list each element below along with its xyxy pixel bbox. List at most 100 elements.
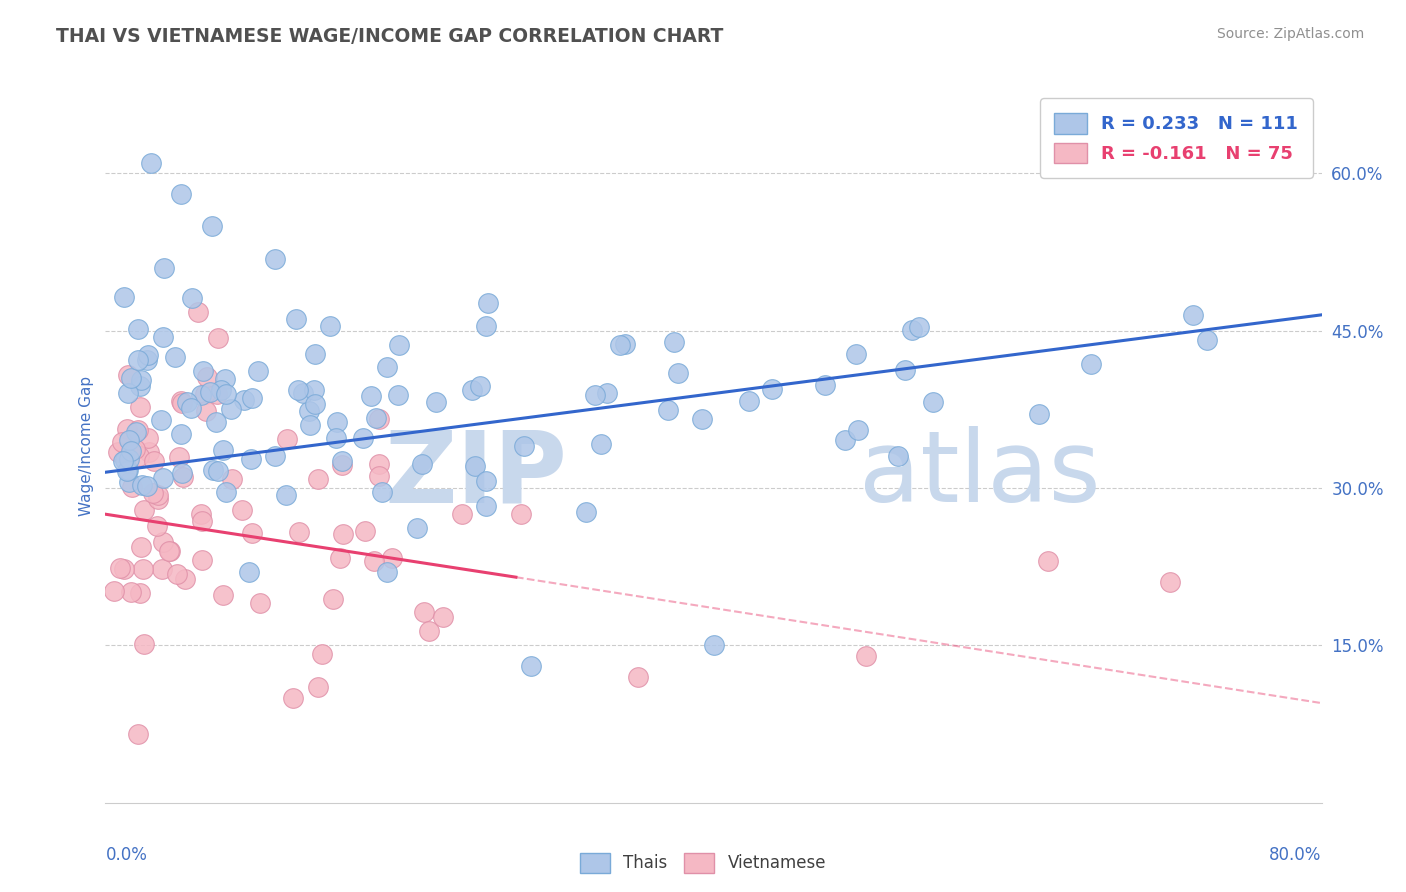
Point [319, 318, 342, 333]
Y-axis label: Wage/Income Gap: Wage/Income Gap [79, 376, 94, 516]
Point [1080, 357, 1102, 371]
Point [761, 382, 783, 396]
Point [163, 350, 186, 364]
Point [330, 458, 353, 473]
Point [614, 337, 637, 351]
Point [215, 387, 238, 401]
Point [136, 479, 159, 493]
Point [115, 422, 138, 436]
Point [298, 404, 321, 418]
Point [142, 486, 165, 500]
Point [194, 387, 217, 401]
Point [738, 394, 761, 409]
Point [329, 551, 352, 566]
Point [103, 584, 125, 599]
Point [118, 452, 141, 467]
Point [132, 503, 155, 517]
Point [371, 485, 394, 500]
Point [221, 401, 243, 416]
Point [368, 411, 391, 425]
Point [120, 443, 142, 458]
Point [138, 444, 160, 458]
Point [814, 377, 837, 392]
Point [368, 468, 391, 483]
Point [510, 507, 533, 521]
Point [201, 463, 224, 477]
Point [136, 431, 159, 445]
Point [425, 394, 447, 409]
Point [132, 637, 155, 651]
Point [470, 378, 492, 392]
Text: Source: ZipAtlas.com: Source: ZipAtlas.com [1216, 27, 1364, 41]
Point [666, 366, 689, 380]
Point [381, 551, 404, 566]
Point [596, 386, 619, 401]
Point [108, 561, 131, 575]
Point [477, 295, 499, 310]
Point [690, 411, 713, 425]
Point [209, 383, 232, 397]
Point [107, 445, 129, 459]
Point [292, 385, 315, 400]
Point [191, 514, 214, 528]
Point [167, 450, 190, 464]
Point [127, 423, 149, 437]
Point [411, 457, 433, 471]
Point [170, 187, 193, 202]
Point [287, 383, 309, 397]
Point [125, 425, 148, 439]
Point [894, 363, 917, 377]
Point [159, 544, 181, 558]
Point [240, 391, 263, 405]
Point [198, 384, 221, 399]
Point [207, 464, 229, 478]
Point [363, 554, 385, 568]
Point [474, 318, 496, 333]
Text: ZIP: ZIP [385, 426, 568, 523]
Point [111, 435, 134, 450]
Text: atlas: atlas [859, 426, 1101, 523]
Point [412, 605, 434, 619]
Point [589, 436, 612, 450]
Text: 80.0%: 80.0% [1270, 846, 1322, 863]
Point [190, 388, 212, 402]
Point [239, 451, 262, 466]
Point [215, 485, 238, 500]
Point [111, 454, 134, 468]
Point [354, 524, 377, 538]
Point [176, 395, 198, 409]
Point [304, 397, 326, 411]
Point [240, 526, 263, 541]
Point [418, 624, 440, 638]
Point [249, 596, 271, 610]
Point [609, 338, 631, 352]
Point [129, 400, 152, 414]
Point [375, 360, 398, 375]
Point [187, 305, 209, 319]
Point [128, 449, 150, 463]
Point [281, 690, 304, 705]
Point [136, 348, 159, 362]
Point [387, 388, 409, 402]
Point [451, 507, 474, 521]
Point [702, 639, 725, 653]
Point [276, 488, 298, 502]
Point [197, 370, 219, 384]
Point [834, 434, 856, 448]
Point [302, 383, 325, 397]
Point [1028, 407, 1050, 421]
Point [129, 586, 152, 600]
Legend: Thais, Vietnamese: Thais, Vietnamese [574, 847, 832, 880]
Point [114, 453, 136, 467]
Point [135, 353, 157, 368]
Point [207, 330, 229, 344]
Point [118, 433, 141, 447]
Point [1159, 575, 1181, 590]
Point [170, 426, 193, 441]
Point [127, 352, 149, 367]
Point [117, 368, 139, 383]
Point [129, 540, 152, 554]
Point [900, 323, 922, 337]
Point [132, 562, 155, 576]
Point [247, 364, 270, 378]
